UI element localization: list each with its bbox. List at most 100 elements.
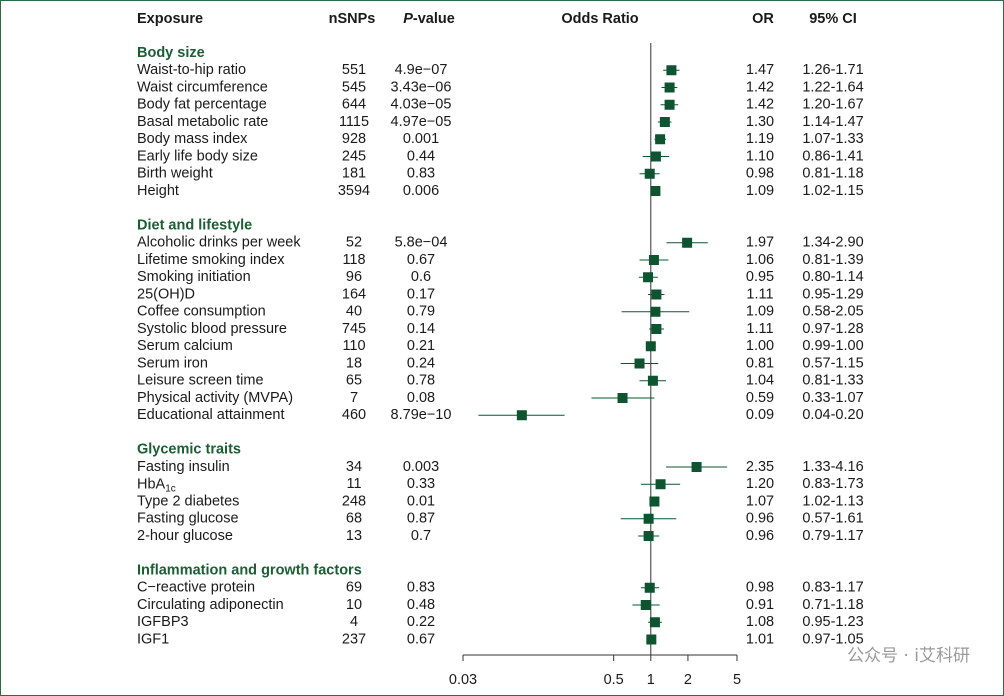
nsnps: 13 [346, 528, 362, 544]
nsnps: 545 [342, 79, 366, 95]
exposure-label: Body fat percentage [137, 97, 267, 113]
nsnps: 110 [342, 338, 365, 354]
exposure-label: Body mass index [137, 131, 248, 147]
ci-label: 1.33-4.16 [802, 459, 863, 475]
or-marker [647, 375, 658, 386]
ci-label: 1.34-2.90 [802, 235, 863, 251]
ci-label: 0.86-1.41 [802, 148, 863, 164]
p-value: 0.17 [407, 286, 435, 302]
ci-label: 0.58-2.05 [802, 304, 863, 320]
or-marker [649, 496, 660, 507]
or-marker [682, 237, 693, 248]
ci-label: 0.97-1.28 [802, 321, 863, 337]
ci-label: 0.80-1.14 [802, 269, 863, 285]
ci-label: 0.71-1.18 [802, 597, 863, 613]
or-marker [650, 306, 661, 317]
or-label: 1.30 [746, 114, 774, 130]
ci-label: 0.81-1.18 [802, 166, 863, 182]
group-heading: Glycemic traits [137, 442, 241, 458]
nsnps: 181 [342, 166, 366, 182]
p-value: 5.8e−04 [395, 235, 448, 251]
or-marker [650, 186, 661, 196]
ci-label: 0.57-1.15 [802, 355, 863, 371]
group-heading: Inflammation and growth factors [137, 562, 362, 578]
nsnps: 69 [346, 580, 362, 596]
nsnps: 96 [346, 269, 362, 285]
exposure-label: IGFBP3 [137, 614, 189, 630]
ci-label: 0.95-1.29 [802, 286, 863, 302]
or-marker [643, 513, 654, 524]
nsnps: 7 [350, 390, 358, 406]
nsnps: 40 [346, 304, 362, 320]
or-marker [650, 151, 661, 162]
exposure-label: Physical activity (MVPA) [137, 390, 293, 406]
p-value: 0.33 [407, 476, 435, 492]
p-value: 0.08 [407, 390, 435, 406]
exposure-label: Waist circumference [137, 79, 268, 95]
exposure-label: Height [137, 183, 179, 199]
or-marker [659, 117, 670, 127]
exposure-subscript: 1c [165, 483, 176, 494]
ci-label: 0.99-1.00 [802, 338, 863, 354]
p-value: 0.6 [411, 269, 431, 285]
exposure-label: Birth weight [137, 166, 213, 182]
p-value: 0.83 [407, 166, 435, 182]
nsnps: 10 [346, 597, 362, 613]
ci-label: 1.22-1.64 [802, 79, 863, 95]
p-value: 0.67 [407, 631, 435, 647]
ci-label: 1.02-1.15 [802, 183, 863, 199]
x-tick-label: 0.5 [604, 672, 624, 688]
or-marker [691, 462, 702, 472]
exposure-label: Smoking initiation [137, 269, 251, 285]
p-value: 0.44 [407, 148, 435, 164]
or-marker [617, 393, 628, 403]
p-value: 0.22 [407, 614, 435, 630]
or-marker [516, 410, 527, 421]
or-label: 1.07 [746, 493, 774, 509]
ci-label: 0.04-0.20 [802, 407, 863, 423]
p-value: 0.7 [411, 528, 431, 544]
p-value: 0.79 [407, 304, 435, 320]
exposure-label: Circulating adiponectin [137, 597, 284, 613]
or-marker [643, 272, 654, 283]
nsnps: 248 [342, 493, 366, 509]
nsnps: 460 [342, 407, 366, 423]
or-marker [655, 479, 666, 490]
or-marker [640, 600, 651, 610]
ci-label: 0.83-1.73 [802, 476, 863, 492]
or-marker [655, 134, 666, 145]
exposure-label: Basal metabolic rate [137, 114, 268, 130]
or-label: 2.35 [746, 459, 774, 475]
group-heading: Body size [137, 45, 205, 61]
or-label: 1.11 [746, 321, 773, 337]
exposure-label: Waist-to-hip ratio [137, 62, 246, 78]
ci-label: 1.02-1.13 [802, 493, 863, 509]
ci-label: 1.14-1.47 [802, 114, 863, 130]
or-label: 1.08 [746, 614, 774, 630]
exposure-name: HbA [137, 476, 166, 492]
exposure-label: Alcoholic drinks per week [137, 235, 301, 251]
nsnps: 164 [342, 286, 366, 302]
p-value: 0.14 [407, 321, 435, 337]
or-label: 0.59 [746, 390, 774, 406]
header-exposure: Exposure [137, 11, 203, 27]
p-value: 0.006 [403, 183, 439, 199]
or-marker [651, 289, 662, 300]
or-label: 1.19 [746, 131, 774, 147]
header-ci: 95% CI [809, 11, 857, 27]
header-odds-ratio: Odds Ratio [561, 11, 638, 27]
or-label: 1.01 [746, 631, 774, 647]
exposure-label: C−reactive protein [137, 580, 255, 596]
exposure-label: Educational attainment [137, 407, 285, 423]
nsnps: 1115 [339, 114, 369, 130]
or-label: 0.09 [746, 407, 774, 423]
or-marker [666, 65, 677, 76]
or-marker [646, 634, 657, 645]
ci-label: 1.20-1.67 [802, 97, 863, 113]
p-value: 4.9e−07 [395, 62, 448, 78]
ci-label: 0.33-1.07 [802, 390, 863, 406]
ci-label: 0.81-1.33 [802, 373, 863, 389]
or-marker [643, 531, 654, 541]
p-value: 0.78 [407, 373, 435, 389]
exposure-label: Leisure screen time [137, 373, 264, 389]
